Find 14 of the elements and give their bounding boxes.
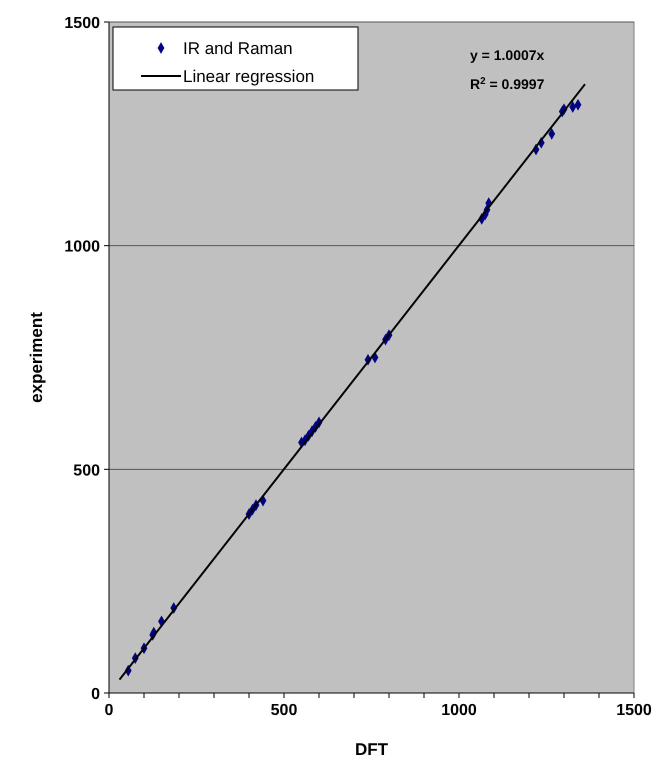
x-tick-label: 500	[270, 702, 298, 719]
y-tick-label: 1500	[64, 15, 100, 32]
y-tick-label: 0	[91, 686, 100, 703]
y-tick-label: 1000	[64, 238, 100, 256]
legend-label: Linear regression	[183, 67, 314, 86]
x-tick-label: 1500	[616, 702, 652, 719]
x-tick-label: 1000	[441, 702, 477, 719]
annotation: y = 1.0007x	[470, 47, 545, 63]
x-axis-title: DFT	[354, 740, 389, 759]
legend-label: IR and Raman	[183, 39, 293, 58]
y-tick-label: 500	[73, 462, 100, 480]
x-tick-label: 0	[104, 702, 114, 719]
y-axis-title: experiment	[27, 312, 46, 403]
annotation: R$^{2}$ = 0.9997	[470, 76, 545, 92]
